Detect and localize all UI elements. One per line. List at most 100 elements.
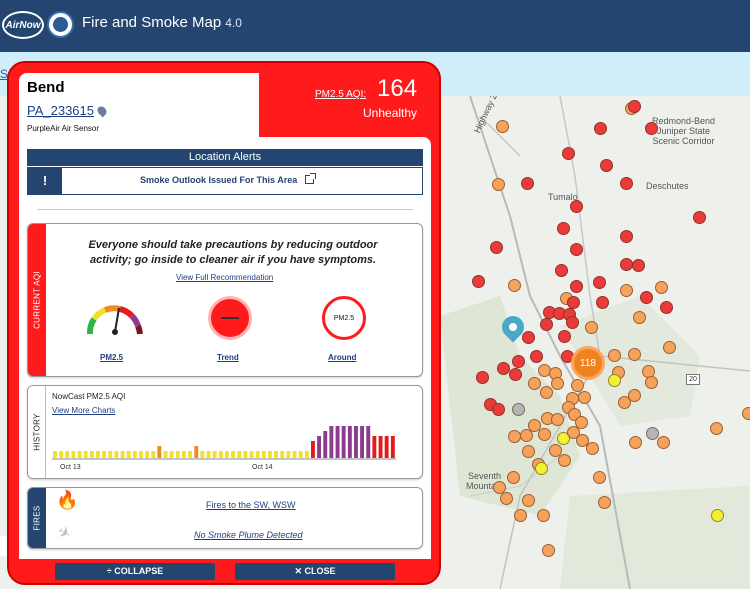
history-bar[interactable]: [366, 426, 371, 458]
history-bar[interactable]: [390, 436, 395, 458]
sensor-dot[interactable]: [557, 222, 570, 235]
history-bar[interactable]: [384, 436, 389, 458]
sensor-dot[interactable]: [663, 341, 676, 354]
sensor-dot[interactable]: [711, 509, 724, 522]
history-bar[interactable]: [255, 451, 260, 458]
sensor-dot[interactable]: [576, 434, 589, 447]
sensor-dot[interactable]: [598, 496, 611, 509]
sensor-dot[interactable]: [493, 481, 506, 494]
sensor-dot[interactable]: [620, 230, 633, 243]
around-link[interactable]: Around: [328, 353, 357, 362]
sensor-dot[interactable]: [508, 430, 521, 443]
sensor-dot[interactable]: [660, 301, 673, 314]
sensor-dot[interactable]: [571, 379, 584, 392]
history-bar[interactable]: [126, 451, 131, 458]
sensor-dot[interactable]: [508, 279, 521, 292]
history-bar[interactable]: [83, 451, 88, 458]
history-bar[interactable]: [53, 451, 57, 458]
sensor-dot[interactable]: [570, 200, 583, 213]
history-bar[interactable]: [286, 451, 291, 458]
sensor-dot[interactable]: [608, 349, 621, 362]
sensor-dot[interactable]: [608, 374, 621, 387]
history-bar[interactable]: [206, 451, 211, 458]
history-bar[interactable]: [182, 451, 186, 458]
history-bar[interactable]: [304, 451, 309, 458]
sensor-dot[interactable]: [657, 436, 670, 449]
sensor-dot[interactable]: [566, 316, 579, 329]
history-bar[interactable]: [65, 451, 70, 458]
sensor-dot[interactable]: [570, 280, 583, 293]
sensor-dot[interactable]: [492, 403, 505, 416]
sensor-dot[interactable]: [537, 509, 550, 522]
sensor-dot[interactable]: [521, 177, 534, 190]
sensor-dot[interactable]: [497, 362, 510, 375]
sensor-dot[interactable]: [522, 494, 535, 507]
around-icon[interactable]: PM2.5: [322, 296, 366, 340]
smoke-plume-link[interactable]: No Smoke Plume Detected: [194, 530, 303, 540]
sensor-dot[interactable]: [628, 348, 641, 361]
fires-direction-link[interactable]: Fires to the SW, WSW: [206, 500, 296, 510]
sensor-dot[interactable]: [540, 318, 553, 331]
sensor-dot[interactable]: [575, 416, 588, 429]
trend-link[interactable]: Trend: [217, 353, 239, 362]
sensor-dot[interactable]: [520, 429, 533, 442]
airnow-logo[interactable]: AirNow: [2, 11, 44, 39]
history-bar[interactable]: [335, 426, 340, 458]
sensor-dot[interactable]: [514, 509, 527, 522]
sensor-dot[interactable]: [535, 462, 548, 475]
sensor-dot[interactable]: [557, 432, 570, 445]
sensor-dot[interactable]: [549, 444, 562, 457]
history-bar[interactable]: [102, 451, 106, 458]
sensor-dot[interactable]: [512, 403, 525, 416]
sensor-dot[interactable]: [600, 159, 613, 172]
sensor-dot[interactable]: [645, 376, 658, 389]
history-bar[interactable]: [59, 451, 63, 458]
sensor-dot[interactable]: [570, 243, 583, 256]
sensor-dot[interactable]: [578, 391, 591, 404]
sensor-dot[interactable]: [551, 377, 564, 390]
history-bar[interactable]: [114, 451, 119, 458]
history-bar[interactable]: [249, 451, 254, 458]
history-bar[interactable]: [329, 426, 334, 458]
sensor-dot[interactable]: [655, 281, 668, 294]
sensor-dot[interactable]: [645, 122, 658, 135]
sensor-dot[interactable]: [522, 331, 535, 344]
sensor-dot[interactable]: [540, 386, 553, 399]
history-bar[interactable]: [139, 451, 143, 458]
history-bar[interactable]: [175, 451, 180, 458]
sensor-dot[interactable]: [593, 276, 606, 289]
history-bar[interactable]: [145, 451, 149, 458]
history-bar[interactable]: [280, 451, 285, 458]
history-bar[interactable]: [96, 451, 100, 458]
history-bar[interactable]: [292, 451, 297, 458]
sensor-dot[interactable]: [509, 368, 522, 381]
history-bar[interactable]: [311, 441, 315, 458]
history-bar[interactable]: [163, 451, 168, 458]
gauge-link[interactable]: PM2.5: [100, 353, 124, 362]
sensor-dot[interactable]: [472, 275, 485, 288]
sensor-dot[interactable]: [558, 454, 571, 467]
sensor-dot[interactable]: [629, 436, 642, 449]
history-bar[interactable]: [274, 451, 278, 458]
sensor-dot[interactable]: [593, 471, 606, 484]
sensor-dot[interactable]: [542, 544, 555, 557]
smoke-outlook-alert[interactable]: ! Smoke Outlook Issued For This Area: [27, 167, 423, 195]
sensor-dot[interactable]: [522, 445, 535, 458]
sensor-dot[interactable]: [507, 471, 520, 484]
history-bar[interactable]: [243, 451, 248, 458]
sensor-dot[interactable]: [562, 147, 575, 160]
sensor-dot[interactable]: [555, 264, 568, 277]
view-more-charts-link[interactable]: View More Charts: [52, 406, 116, 415]
history-bar[interactable]: [169, 451, 174, 458]
history-bar[interactable]: [323, 431, 328, 458]
sensor-dot[interactable]: [512, 355, 525, 368]
history-bar[interactable]: [218, 451, 223, 458]
trend-icon[interactable]: [208, 296, 252, 340]
sensor-dot[interactable]: [492, 178, 505, 191]
history-bar[interactable]: [132, 451, 137, 458]
history-bar[interactable]: [317, 436, 321, 458]
sensor-dot[interactable]: [632, 259, 645, 272]
sensor-dot[interactable]: [620, 177, 633, 190]
history-bar[interactable]: [261, 451, 266, 458]
sensor-dot[interactable]: [633, 311, 646, 324]
